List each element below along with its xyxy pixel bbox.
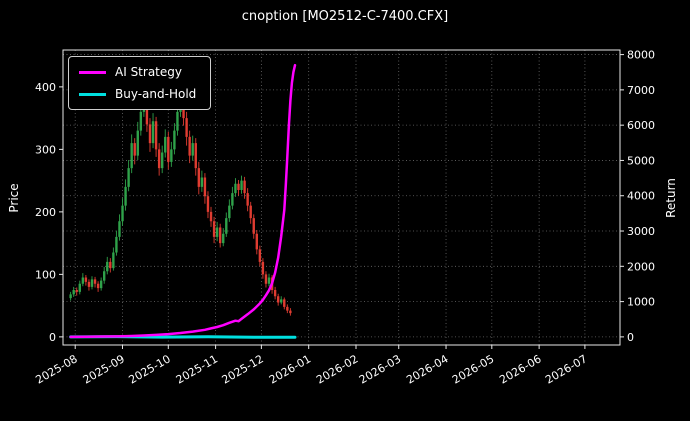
y-left-tick-label: 300 bbox=[35, 143, 56, 156]
y-right-tick-label: 1000 bbox=[627, 296, 655, 309]
grid bbox=[63, 50, 620, 345]
y-right-tick-label: 7000 bbox=[627, 84, 655, 97]
y-right-tick-label: 5000 bbox=[627, 154, 655, 167]
y-right-tick-label: 3000 bbox=[627, 225, 655, 238]
x-tick-label: 2025-12 bbox=[220, 352, 266, 386]
x-tick-label: 2025-08 bbox=[33, 352, 79, 386]
y-axis-label-return: Return bbox=[664, 178, 678, 218]
x-tick-label: 2025-09 bbox=[81, 352, 127, 386]
y-axis-label-price: Price bbox=[7, 183, 21, 213]
x-tick-label: 2026-07 bbox=[543, 352, 589, 386]
legend-label-buy-and-hold: Buy-and-Hold bbox=[115, 87, 197, 101]
candlesticks bbox=[69, 88, 292, 316]
buy-and-hold-line-icon bbox=[79, 92, 106, 96]
x-tick-label: 2026-05 bbox=[450, 352, 496, 386]
y-left-tick-label: 400 bbox=[35, 81, 56, 94]
y-right-tick-label: 4000 bbox=[627, 190, 655, 203]
y-right-tick-label: 0 bbox=[627, 331, 634, 344]
legend: AI Strategy Buy-and-Hold bbox=[68, 56, 212, 110]
ai-strategy-line-icon bbox=[79, 70, 106, 74]
x-tick-label: 2026-03 bbox=[357, 352, 403, 386]
x-tick-label: 2026-02 bbox=[314, 352, 360, 386]
y-right-tick-label: 8000 bbox=[627, 49, 655, 62]
x-tick-label: 2026-04 bbox=[404, 352, 450, 386]
legend-item-ai-strategy: AI Strategy bbox=[79, 65, 196, 79]
y-left-tick-label: 100 bbox=[35, 268, 56, 281]
legend-label-ai-strategy: AI Strategy bbox=[115, 65, 182, 79]
ai-strategy-line bbox=[69, 63, 297, 339]
x-tick-label: 2026-01 bbox=[267, 352, 313, 386]
y-left-tick-label: 0 bbox=[49, 331, 56, 344]
axes: 0100200300400010002000300040005000600070… bbox=[33, 49, 655, 387]
chart-title: cnoption [MO2512-C-7400.CFX] bbox=[241, 9, 449, 24]
y-right-tick-label: 2000 bbox=[627, 260, 655, 273]
x-tick-label: 2025-10 bbox=[126, 352, 172, 386]
legend-item-buy-and-hold: Buy-and-Hold bbox=[79, 87, 196, 101]
x-tick-label: 2025-11 bbox=[174, 352, 220, 386]
x-tick-label: 2026-06 bbox=[497, 352, 543, 386]
y-left-tick-label: 200 bbox=[35, 206, 56, 219]
y-right-tick-label: 6000 bbox=[627, 119, 655, 132]
